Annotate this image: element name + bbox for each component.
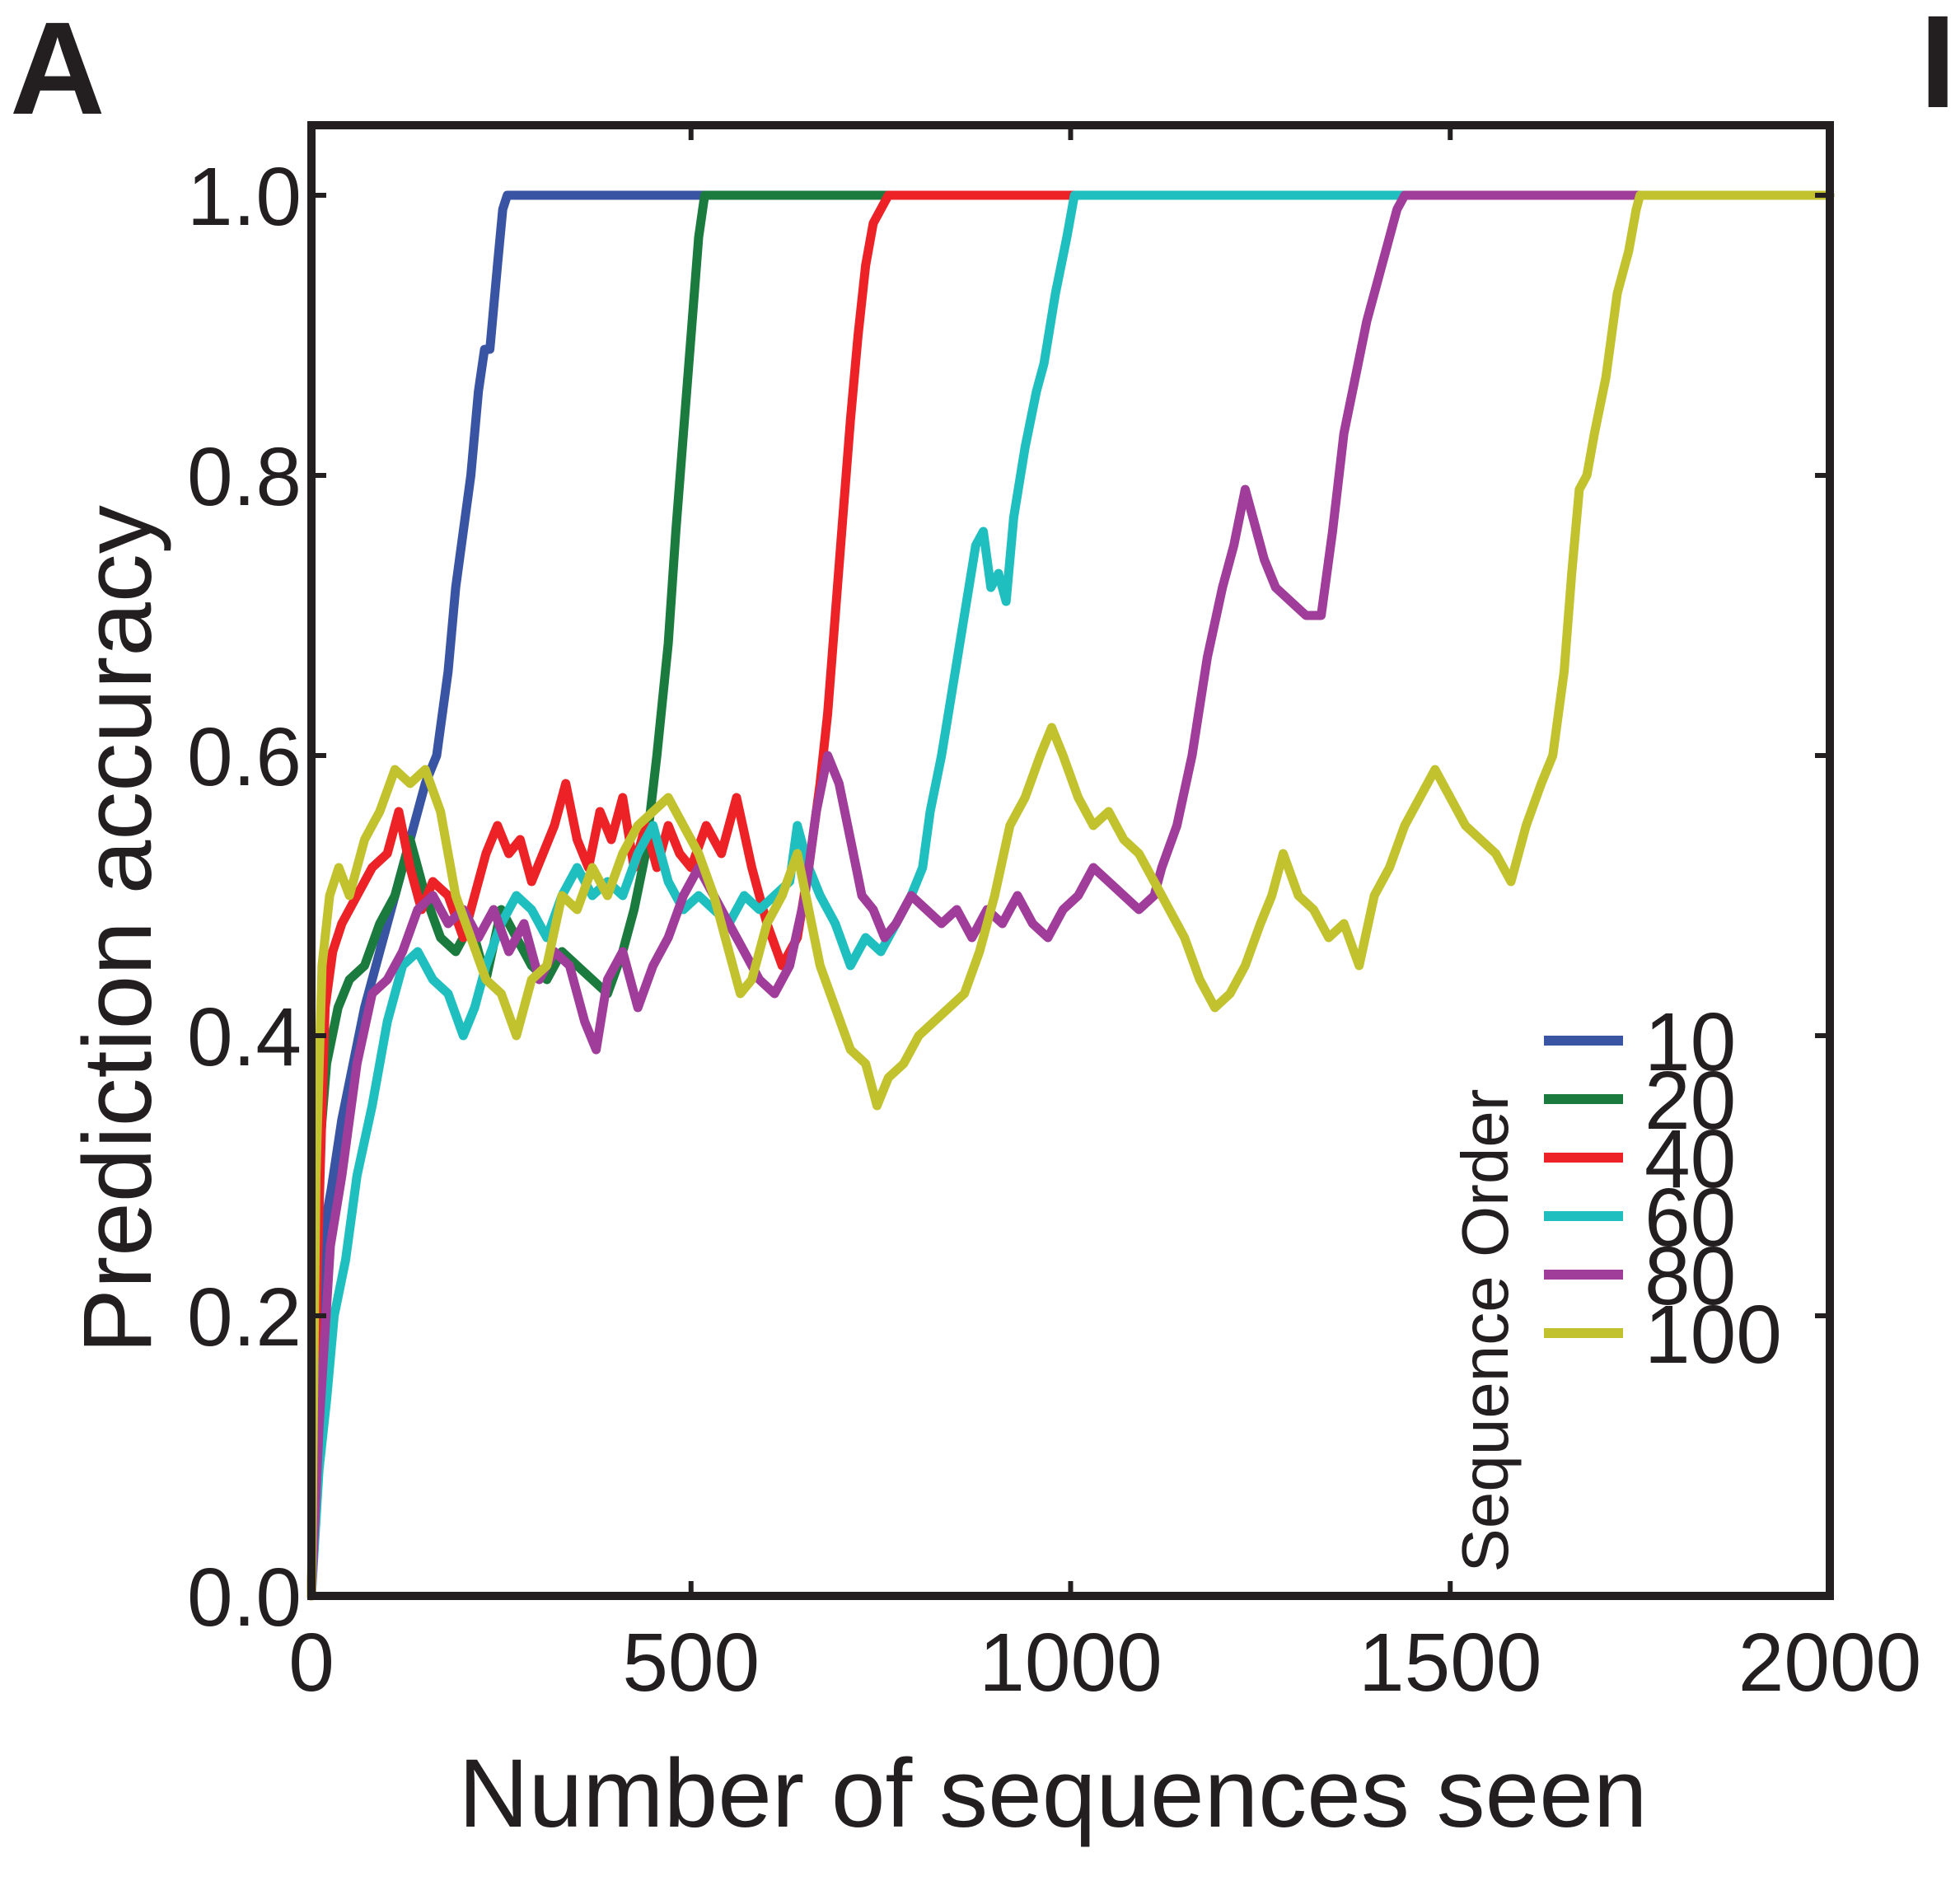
y-tick-label: 0.4 [187, 991, 302, 1083]
axis-ticks [309, 125, 1832, 1598]
next-panel-label-partial: I [1920, 0, 1956, 135]
legend-label-100: 100 [1644, 1289, 1782, 1381]
panel-label: A [10, 0, 105, 142]
series-line-100 [306, 190, 1835, 1601]
legend-title: Sequence Order [1448, 1088, 1522, 1572]
series-layer [306, 190, 1835, 1601]
x-tick-label: 2000 [1738, 1617, 1921, 1709]
y-tick-label: 0.6 [187, 711, 302, 803]
y-tick-label: 1.0 [187, 151, 302, 243]
legend-label-80: 80 [1644, 1230, 1736, 1322]
x-tick-label: 500 [622, 1617, 760, 1709]
y-tick-label: 0.2 [187, 1271, 302, 1364]
series-line-60 [306, 190, 1835, 1601]
series-line-40 [306, 190, 1835, 1601]
x-tick-label: 1000 [979, 1617, 1162, 1709]
series-line-10 [306, 190, 1835, 1601]
x-axis-title: Number of sequences seen [458, 1739, 1647, 1848]
legend-label-20: 20 [1644, 1055, 1736, 1147]
axis-tick-labels: 0 500 1000 1500 2000 0.0 0.2 0.4 0.6 0.8 1.0 [187, 151, 1921, 1709]
y-tick-label: 0.0 [187, 1551, 302, 1644]
legend-label-60: 60 [1644, 1172, 1736, 1264]
y-axis-title: Prediction accuracy [63, 505, 172, 1354]
legend-label-40: 40 [1644, 1113, 1736, 1205]
y-tick-label: 0.8 [187, 431, 302, 523]
legend-label-10: 10 [1644, 996, 1736, 1088]
x-tick-label: 1500 [1359, 1617, 1541, 1709]
x-tick-label: 0 [288, 1617, 334, 1709]
series-line-80 [306, 190, 1835, 1601]
